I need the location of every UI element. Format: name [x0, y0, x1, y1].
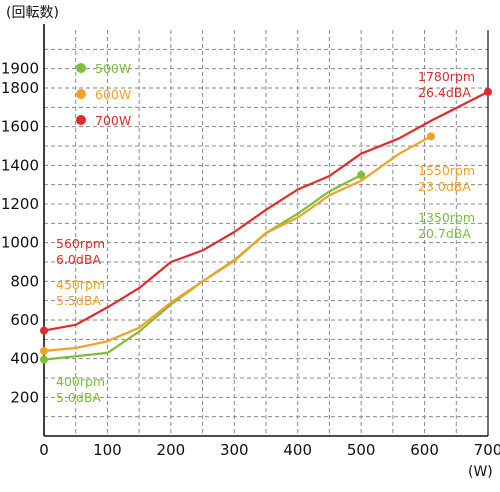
- series-line-700W: [43, 90, 489, 332]
- x-tick-label: 400: [283, 441, 312, 459]
- series-start-point: [40, 346, 48, 355]
- annotation-label: 560rpm: [56, 236, 105, 251]
- x-tick-label: 500: [347, 441, 376, 459]
- y-tick-label: 400: [10, 350, 39, 368]
- annotation-label: 450rpm: [56, 277, 105, 292]
- x-tick-label: 300: [220, 441, 249, 459]
- x-tick-label: 200: [157, 441, 186, 459]
- annotation-label: 20.7dBA: [418, 226, 471, 241]
- series-end-point: [426, 132, 435, 141]
- y-tick-label: 1800: [1, 79, 39, 97]
- y-tick-label: 600: [10, 311, 39, 329]
- y-tick-label: 1000: [1, 234, 39, 252]
- y-tick-label: 1200: [1, 195, 39, 213]
- annotation-label: 1550rpm: [418, 163, 475, 178]
- series-end-point: [357, 171, 366, 179]
- x-tick-label: 700: [474, 441, 500, 459]
- x-tick-label: 100: [93, 441, 122, 459]
- y-tick-label: 1900: [1, 60, 39, 78]
- y-tick-label: 1600: [1, 118, 39, 136]
- legend-marker: [76, 63, 86, 73]
- y-axis-label: (回転数): [6, 5, 59, 21]
- annotation-label: 400rpm: [56, 374, 105, 389]
- series-start-point: [40, 326, 48, 335]
- x-tick-label: 0: [39, 441, 49, 459]
- legend-label: 600W: [95, 87, 131, 102]
- annotation-label: 26.4dBA: [418, 85, 471, 100]
- x-axis-label: (W): [468, 464, 493, 480]
- axes: [43, 24, 489, 437]
- y-tick-label: 1400: [1, 156, 39, 174]
- series-start-point: [40, 355, 48, 364]
- x-tick-labels: 0 100 200 300 400 500 600 700: [39, 441, 500, 459]
- annotation-label: 1780rpm: [418, 69, 475, 84]
- legend-marker: [76, 115, 86, 125]
- annotation-label: 23.0dBA: [418, 179, 471, 194]
- annotation-label: 6.0dBA: [56, 252, 101, 267]
- x-tick-label: 600: [410, 441, 439, 459]
- annotation-label: 5.5dBA: [56, 293, 101, 308]
- legend-label: 500W: [95, 61, 131, 76]
- legend-label: 700W: [95, 113, 131, 128]
- annotation-label: 1350rpm: [418, 210, 475, 225]
- series-lines: [40, 87, 492, 364]
- series-end-point: [484, 87, 492, 96]
- series-line-600W: [43, 135, 432, 352]
- y-tick-label: 200: [10, 388, 39, 406]
- legend: 500W 600W 700W: [76, 61, 131, 128]
- annotation-label: 5.0dBA: [56, 390, 101, 405]
- legend-marker: [76, 89, 86, 99]
- y-tick-label: 800: [10, 272, 39, 290]
